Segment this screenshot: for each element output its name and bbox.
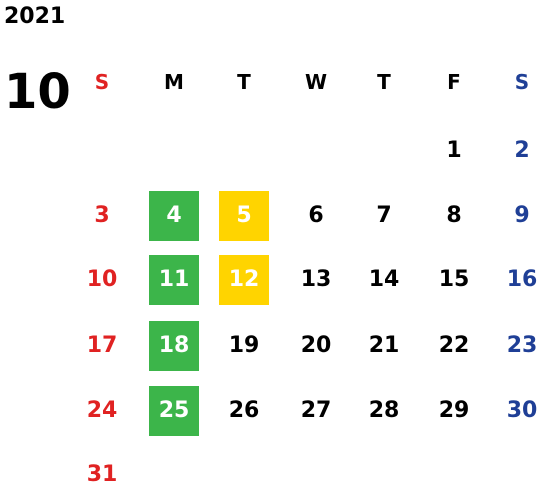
day-number: 9	[514, 203, 530, 228]
day-number: 26	[228, 398, 260, 423]
day-cell-mon[interactable]: 25	[138, 386, 210, 436]
day-number: 28	[368, 398, 400, 423]
day-cell-thu[interactable]: 21	[348, 321, 420, 371]
day-cell-wed[interactable]: 20	[280, 321, 352, 371]
day-number: 2	[514, 138, 530, 163]
day-number: 18	[149, 321, 199, 371]
weekday-header-thu: T	[377, 70, 391, 94]
day-cell-fri[interactable]: 22	[418, 321, 490, 371]
day-cell-fri[interactable]: 1	[418, 126, 490, 176]
day-cell-tue[interactable]: 5	[208, 191, 280, 241]
day-cell-mon[interactable]: 4	[138, 191, 210, 241]
day-cell-mon[interactable]: 18	[138, 321, 210, 371]
day-number: 19	[228, 333, 260, 358]
day-number: 12	[219, 255, 269, 305]
day-number: 11	[149, 255, 199, 305]
day-cell-sat[interactable]: 23	[486, 321, 548, 371]
day-cell-fri[interactable]: 15	[418, 255, 490, 305]
day-number: 31	[86, 462, 118, 487]
day-number: 29	[438, 398, 470, 423]
weekday-header-fri: F	[447, 70, 461, 94]
day-number: 10	[86, 267, 118, 292]
day-number: 25	[149, 386, 199, 436]
day-cell-sun[interactable]: 31	[66, 450, 138, 500]
day-cell-tue[interactable]: 19	[208, 321, 280, 371]
day-number: 22	[438, 333, 470, 358]
day-number: 14	[368, 267, 400, 292]
day-number: 8	[446, 203, 462, 228]
day-number: 30	[506, 398, 538, 423]
day-cell-wed[interactable]: 27	[280, 386, 352, 436]
day-cell-thu[interactable]: 14	[348, 255, 420, 305]
day-cell-fri[interactable]: 29	[418, 386, 490, 436]
day-number: 5	[219, 191, 269, 241]
weekday-header-sun: S	[94, 70, 110, 94]
day-cell-sun[interactable]: 17	[66, 321, 138, 371]
day-cell-sat[interactable]: 9	[486, 191, 548, 241]
day-cell-fri[interactable]: 8	[418, 191, 490, 241]
weekday-header-wed: W	[304, 70, 328, 94]
day-cell-sat[interactable]: 30	[486, 386, 548, 436]
day-number: 17	[86, 333, 118, 358]
day-number: 1	[446, 138, 462, 163]
weekday-header-tue: T	[237, 70, 251, 94]
day-number: 15	[438, 267, 470, 292]
weekday-header-sat: S	[514, 70, 530, 94]
day-number: 20	[300, 333, 332, 358]
day-cell-sat[interactable]: 16	[486, 255, 548, 305]
month-number: 10	[4, 64, 71, 120]
day-cell-thu[interactable]: 7	[348, 191, 420, 241]
day-number: 4	[149, 191, 199, 241]
day-cell-sat[interactable]: 2	[486, 126, 548, 176]
day-number: 13	[300, 267, 332, 292]
weekday-header-mon: M	[164, 70, 184, 94]
day-number: 21	[368, 333, 400, 358]
day-number: 6	[308, 203, 324, 228]
day-cell-wed[interactable]: 6	[280, 191, 352, 241]
day-number: 23	[506, 333, 538, 358]
day-cell-sun[interactable]: 24	[66, 386, 138, 436]
day-number: 3	[94, 203, 110, 228]
day-number: 27	[300, 398, 332, 423]
day-cell-tue[interactable]: 12	[208, 255, 280, 305]
day-cell-thu[interactable]: 28	[348, 386, 420, 436]
day-cell-wed[interactable]: 13	[280, 255, 352, 305]
day-cell-sun[interactable]: 3	[66, 191, 138, 241]
day-number: 24	[86, 398, 118, 423]
year-label: 2021	[4, 4, 66, 29]
day-cell-tue[interactable]: 26	[208, 386, 280, 436]
day-number: 16	[506, 267, 538, 292]
day-cell-mon[interactable]: 11	[138, 255, 210, 305]
day-number: 7	[376, 203, 392, 228]
day-cell-sun[interactable]: 10	[66, 255, 138, 305]
